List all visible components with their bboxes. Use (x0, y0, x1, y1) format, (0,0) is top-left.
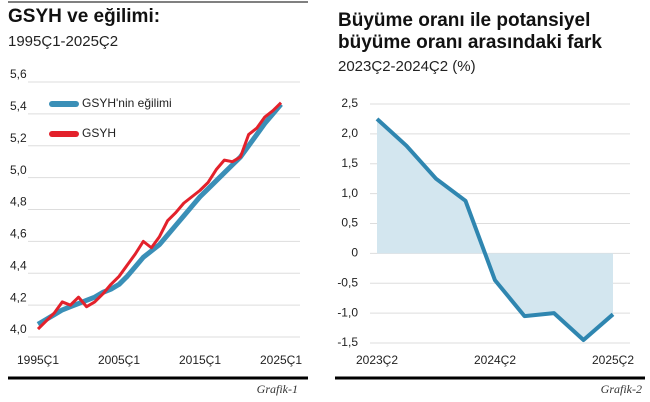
y-tick-label: 0,5 (341, 216, 358, 230)
x-tick-label: 2015Ç1 (179, 353, 221, 367)
y-tick-label: 5,0 (10, 163, 27, 177)
caption: Grafik-2 (600, 382, 642, 396)
y-tick-label: 1,0 (341, 186, 358, 200)
x-tick-label: 2005Ç1 (98, 353, 140, 367)
chart-title: Büyüme oranı ile potansiyel büyüme oranı… (338, 10, 602, 53)
y-tick-label: 4,0 (10, 322, 27, 336)
y-tick-label: 5,2 (10, 131, 27, 145)
x-tick-label: 1995Ç1 (17, 353, 59, 367)
y-tick-label: 4,4 (10, 258, 27, 272)
chart-subtitle: 2023Ç2-2024Ç2 (%) (338, 58, 476, 75)
y-tick-label: 5,4 (10, 99, 27, 113)
caption: Grafik-1 (256, 382, 298, 396)
y-tick-label: 4,6 (10, 227, 27, 241)
y-tick-label: 2,0 (341, 126, 358, 140)
chart-title: GSYH ve eğilimi: (8, 6, 161, 27)
y-tick-label: 0 (351, 246, 358, 260)
y-tick-label: 1,5 (341, 156, 358, 170)
legend-label: GSYH (82, 126, 116, 140)
chart-subtitle: 1995Ç1-2025Ç2 (8, 33, 119, 50)
x-tick-label: 2023Ç2 (356, 353, 398, 367)
x-tick-label: 2025Ç1 (260, 353, 302, 367)
y-tick-label: -1,5 (337, 335, 358, 349)
y-tick-label: 4,8 (10, 195, 27, 209)
series-line (36, 102, 283, 327)
y-tick-label: 2,5 (341, 96, 358, 110)
x-tick-label: 2025Ç2 (592, 353, 634, 367)
legend-label: GSYH'nin eğilimi (82, 96, 172, 110)
y-tick-label: 4,2 (10, 290, 27, 304)
y-tick-label: -1,0 (337, 305, 358, 319)
area-fill (377, 118, 613, 341)
x-tick-label: 2024Ç2 (474, 353, 516, 367)
y-tick-label: 5,6 (10, 67, 27, 81)
series-line (375, 117, 615, 343)
series-line (36, 101, 283, 331)
y-tick-label: -0,5 (337, 275, 358, 289)
